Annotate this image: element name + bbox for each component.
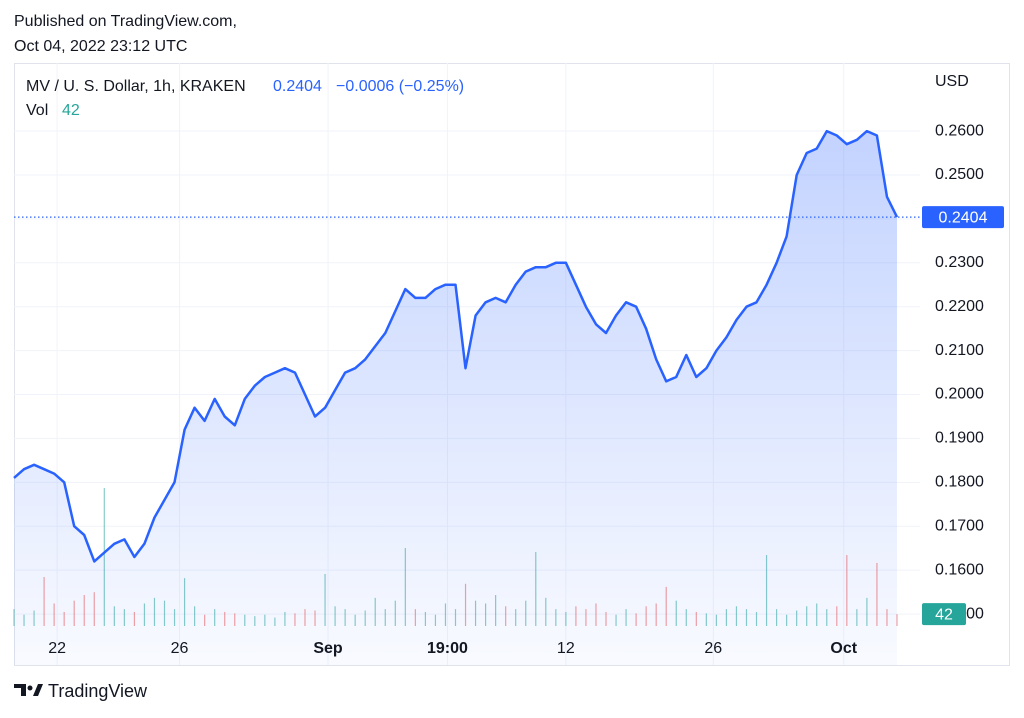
y-tick-label: 0.1700 bbox=[935, 517, 984, 534]
x-tick-label: 22 bbox=[48, 640, 66, 657]
y-tick-label: 0.1800 bbox=[935, 474, 984, 491]
x-tick-label: Oct bbox=[830, 640, 857, 657]
x-tick-label: 26 bbox=[704, 640, 722, 657]
last-price: 0.2404 bbox=[273, 78, 322, 95]
y-tick-label: 0.2600 bbox=[935, 122, 984, 139]
plot bbox=[13, 63, 920, 666]
y-axis-label: USD bbox=[935, 73, 969, 90]
volume-badge-label: 42 bbox=[935, 606, 953, 623]
x-tick-label: 12 bbox=[557, 640, 575, 657]
brand-logo bbox=[14, 684, 43, 696]
y-tick-label: 0.1600 bbox=[935, 561, 984, 578]
x-tick-label: 26 bbox=[171, 640, 189, 657]
chart-title: MV / U. S. Dollar, 1h, KRAKEN bbox=[26, 78, 246, 95]
price-line bbox=[13, 129, 899, 563]
last-price-badge bbox=[922, 206, 1004, 229]
timestamp: Oct 04, 2022 23:12 UTC bbox=[14, 38, 187, 55]
y-tick-label: 0.2200 bbox=[935, 298, 984, 315]
volume-value: 42 bbox=[62, 102, 80, 119]
x-tick-label: Sep bbox=[313, 640, 343, 657]
chart-frame bbox=[14, 63, 1010, 666]
volume-badge bbox=[922, 603, 966, 626]
volume-label: Vol bbox=[26, 102, 48, 119]
price-change: −0.0006 (−0.25%) bbox=[336, 78, 464, 95]
x-tick-label: 19:00 bbox=[427, 640, 468, 657]
published: Published on TradingView.com, bbox=[14, 13, 237, 30]
last-price-badge-label: 0.2404 bbox=[939, 209, 988, 226]
y-tick-label: 0.2100 bbox=[935, 342, 984, 359]
y-tick-label: 0.2000 bbox=[935, 386, 984, 403]
y-tick-label: 0.2300 bbox=[935, 254, 984, 271]
brand: TradingView bbox=[48, 681, 148, 701]
y-tick-label: 0.1900 bbox=[935, 430, 984, 447]
y-tick-label: 0.2500 bbox=[935, 166, 984, 183]
price-area bbox=[14, 131, 897, 666]
